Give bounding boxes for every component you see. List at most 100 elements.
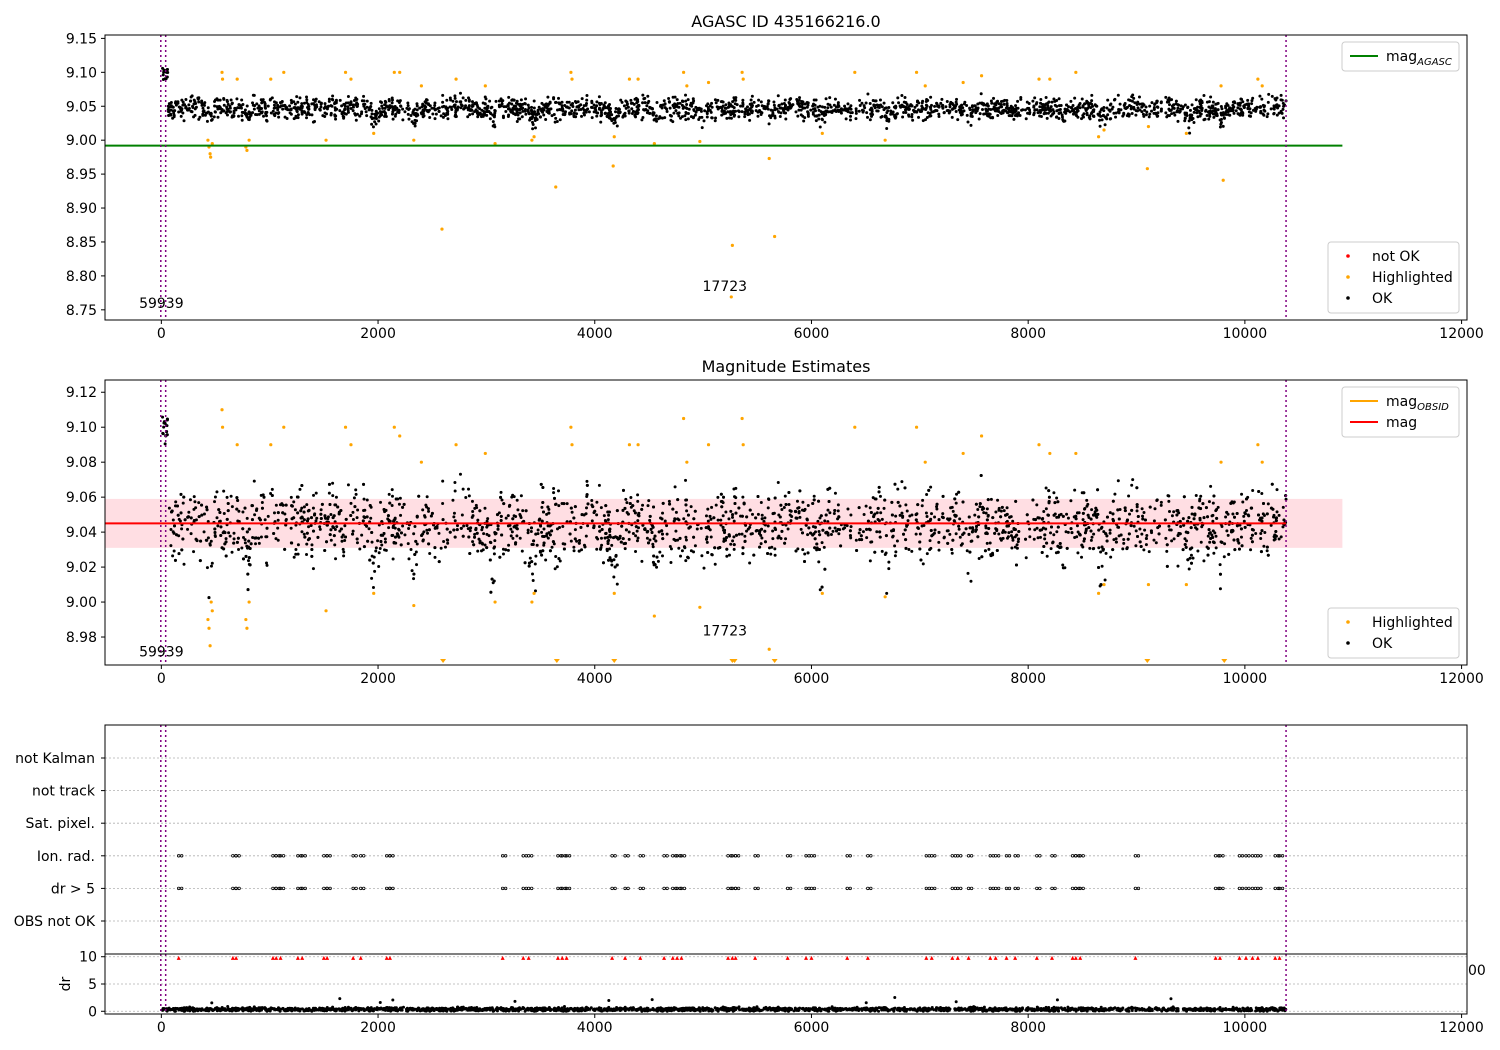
ok-point	[1189, 526, 1193, 530]
ok-point	[887, 105, 891, 109]
ok-point	[1187, 119, 1191, 123]
ok-point	[331, 516, 335, 520]
ok-point	[1284, 497, 1288, 501]
ok-point	[1201, 502, 1205, 506]
ok-point	[1281, 525, 1285, 529]
ok-point	[1216, 505, 1220, 509]
ok-point	[1049, 531, 1053, 535]
ok-point	[654, 114, 658, 118]
ok-point	[527, 561, 531, 565]
ok-point	[794, 110, 798, 114]
ok-point	[919, 558, 923, 562]
ok-point	[425, 98, 429, 102]
ok-point	[692, 108, 696, 112]
ok-point	[646, 504, 650, 508]
ok-point	[464, 496, 468, 500]
ok-point	[1124, 106, 1128, 110]
ok-point	[403, 110, 407, 114]
ok-point	[1010, 114, 1014, 118]
ok-point	[202, 109, 206, 113]
ok-point	[225, 517, 229, 521]
ok-point	[994, 510, 998, 514]
ok-point	[1100, 545, 1104, 549]
ok-point	[358, 114, 362, 118]
ok-point	[251, 101, 255, 105]
ok-point	[595, 513, 599, 517]
ok-point	[467, 105, 471, 109]
ok-point	[957, 524, 961, 528]
ok-point	[931, 110, 935, 114]
ok-point	[462, 524, 466, 528]
ok-point	[1145, 534, 1149, 538]
ok-point	[415, 119, 419, 123]
ok-point	[1192, 107, 1196, 111]
ok-point	[1148, 104, 1152, 108]
ok-point	[770, 545, 774, 549]
ok-point	[824, 97, 828, 101]
ok-point	[546, 95, 550, 99]
ok-point	[1111, 499, 1115, 503]
ok-point	[815, 542, 819, 546]
ok-point	[610, 543, 614, 547]
ok-point	[1223, 542, 1227, 546]
ok-point	[954, 532, 958, 536]
ok-point	[676, 111, 680, 115]
ok-point	[725, 554, 729, 558]
ok-point	[1050, 525, 1054, 529]
ok-point	[481, 548, 485, 552]
ok-point	[1282, 116, 1286, 120]
ok-point	[954, 501, 958, 505]
ok-point	[641, 101, 645, 105]
ok-point	[1212, 551, 1216, 555]
ok-point	[561, 542, 565, 546]
ok-point	[965, 549, 969, 553]
ok-point	[1125, 114, 1129, 118]
ok-point	[854, 117, 858, 121]
ok-point	[1149, 529, 1153, 533]
ok-point	[703, 109, 707, 113]
ok-point	[648, 514, 652, 518]
ok-point	[700, 554, 704, 558]
ok-point	[684, 93, 688, 97]
ok-point	[295, 95, 299, 99]
ok-point	[987, 526, 991, 530]
ok-point	[719, 105, 723, 109]
ok-point	[451, 99, 455, 103]
ok-point	[545, 512, 549, 516]
ok-point	[996, 498, 1000, 502]
ok-point	[635, 112, 639, 116]
ok-point	[699, 109, 703, 113]
ok-point	[628, 501, 632, 505]
ok-point	[244, 554, 248, 558]
highlighted-point	[820, 131, 824, 135]
ok-point	[832, 103, 836, 107]
ok-point	[1237, 112, 1241, 116]
ok-point	[680, 115, 684, 119]
ok-point	[773, 106, 777, 110]
ok-point	[575, 539, 579, 543]
ok-point	[222, 489, 226, 493]
ok-point	[606, 535, 610, 539]
ok-point	[552, 113, 556, 117]
ok-point	[948, 105, 952, 109]
ok-point	[334, 495, 338, 499]
ok-point	[358, 547, 362, 551]
ok-point	[1251, 108, 1255, 112]
ok-point	[544, 534, 548, 538]
ok-point	[597, 95, 601, 99]
ok-point	[826, 106, 830, 110]
ok-point	[565, 502, 569, 506]
ok-point	[619, 98, 623, 102]
ok-point	[920, 524, 924, 528]
ok-point	[535, 112, 539, 116]
ok-point	[1214, 546, 1218, 550]
ok-point	[545, 106, 549, 110]
ok-point	[599, 547, 603, 551]
ok-point	[1001, 536, 1005, 540]
ok-point	[984, 526, 988, 530]
ok-point	[401, 118, 405, 122]
ok-point	[455, 107, 459, 111]
ok-point	[966, 120, 970, 124]
ok-point	[1232, 100, 1236, 104]
